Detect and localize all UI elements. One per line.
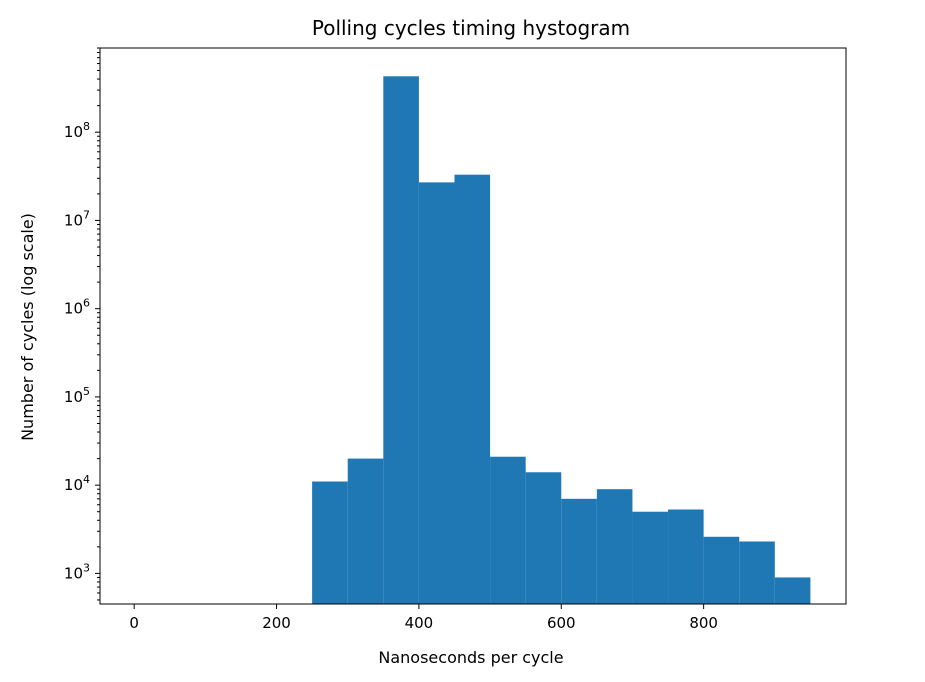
- histogram-bar: [418, 182, 455, 605]
- histogram-bar: [596, 489, 633, 604]
- x-tick-label: 400: [405, 614, 434, 632]
- histogram-bar: [490, 456, 526, 604]
- x-axis-ticks: 0 200 400 600 800: [129, 604, 718, 632]
- histogram-bar: [383, 76, 419, 605]
- histogram-bar: [703, 536, 740, 604]
- histogram-bar: [312, 481, 348, 604]
- x-axis-label: Nanoseconds per cycle: [378, 648, 563, 667]
- histogram-bar: [347, 458, 384, 604]
- x-tick-label: 600: [547, 614, 576, 632]
- histogram-bar: [561, 498, 597, 604]
- y-axis-label: Number of cycles (log scale): [18, 213, 37, 441]
- y-tick-label: 106: [64, 297, 90, 318]
- histogram-bar: [668, 509, 704, 604]
- histogram-bar: [774, 577, 811, 604]
- y-tick-label: 108: [64, 120, 90, 141]
- x-tick-label: 0: [129, 614, 139, 632]
- y-tick-label: 107: [64, 208, 90, 229]
- histogram-bar: [525, 472, 562, 604]
- histogram-bar: [739, 541, 775, 604]
- y-tick-label: 104: [64, 473, 90, 494]
- y-tick-label: 105: [64, 385, 90, 406]
- x-tick-label: 800: [689, 614, 718, 632]
- chart-title: Polling cycles timing hystogram: [312, 16, 630, 40]
- bars-group: [312, 76, 811, 605]
- histogram-bar: [454, 174, 491, 604]
- histogram-bar: [632, 511, 669, 604]
- plot-frame: [99, 47, 847, 605]
- y-tick-label: 103: [64, 561, 90, 582]
- x-tick-label: 200: [262, 614, 291, 632]
- y-axis-ticks: 103 104 105 106 107 108: [64, 47, 100, 601]
